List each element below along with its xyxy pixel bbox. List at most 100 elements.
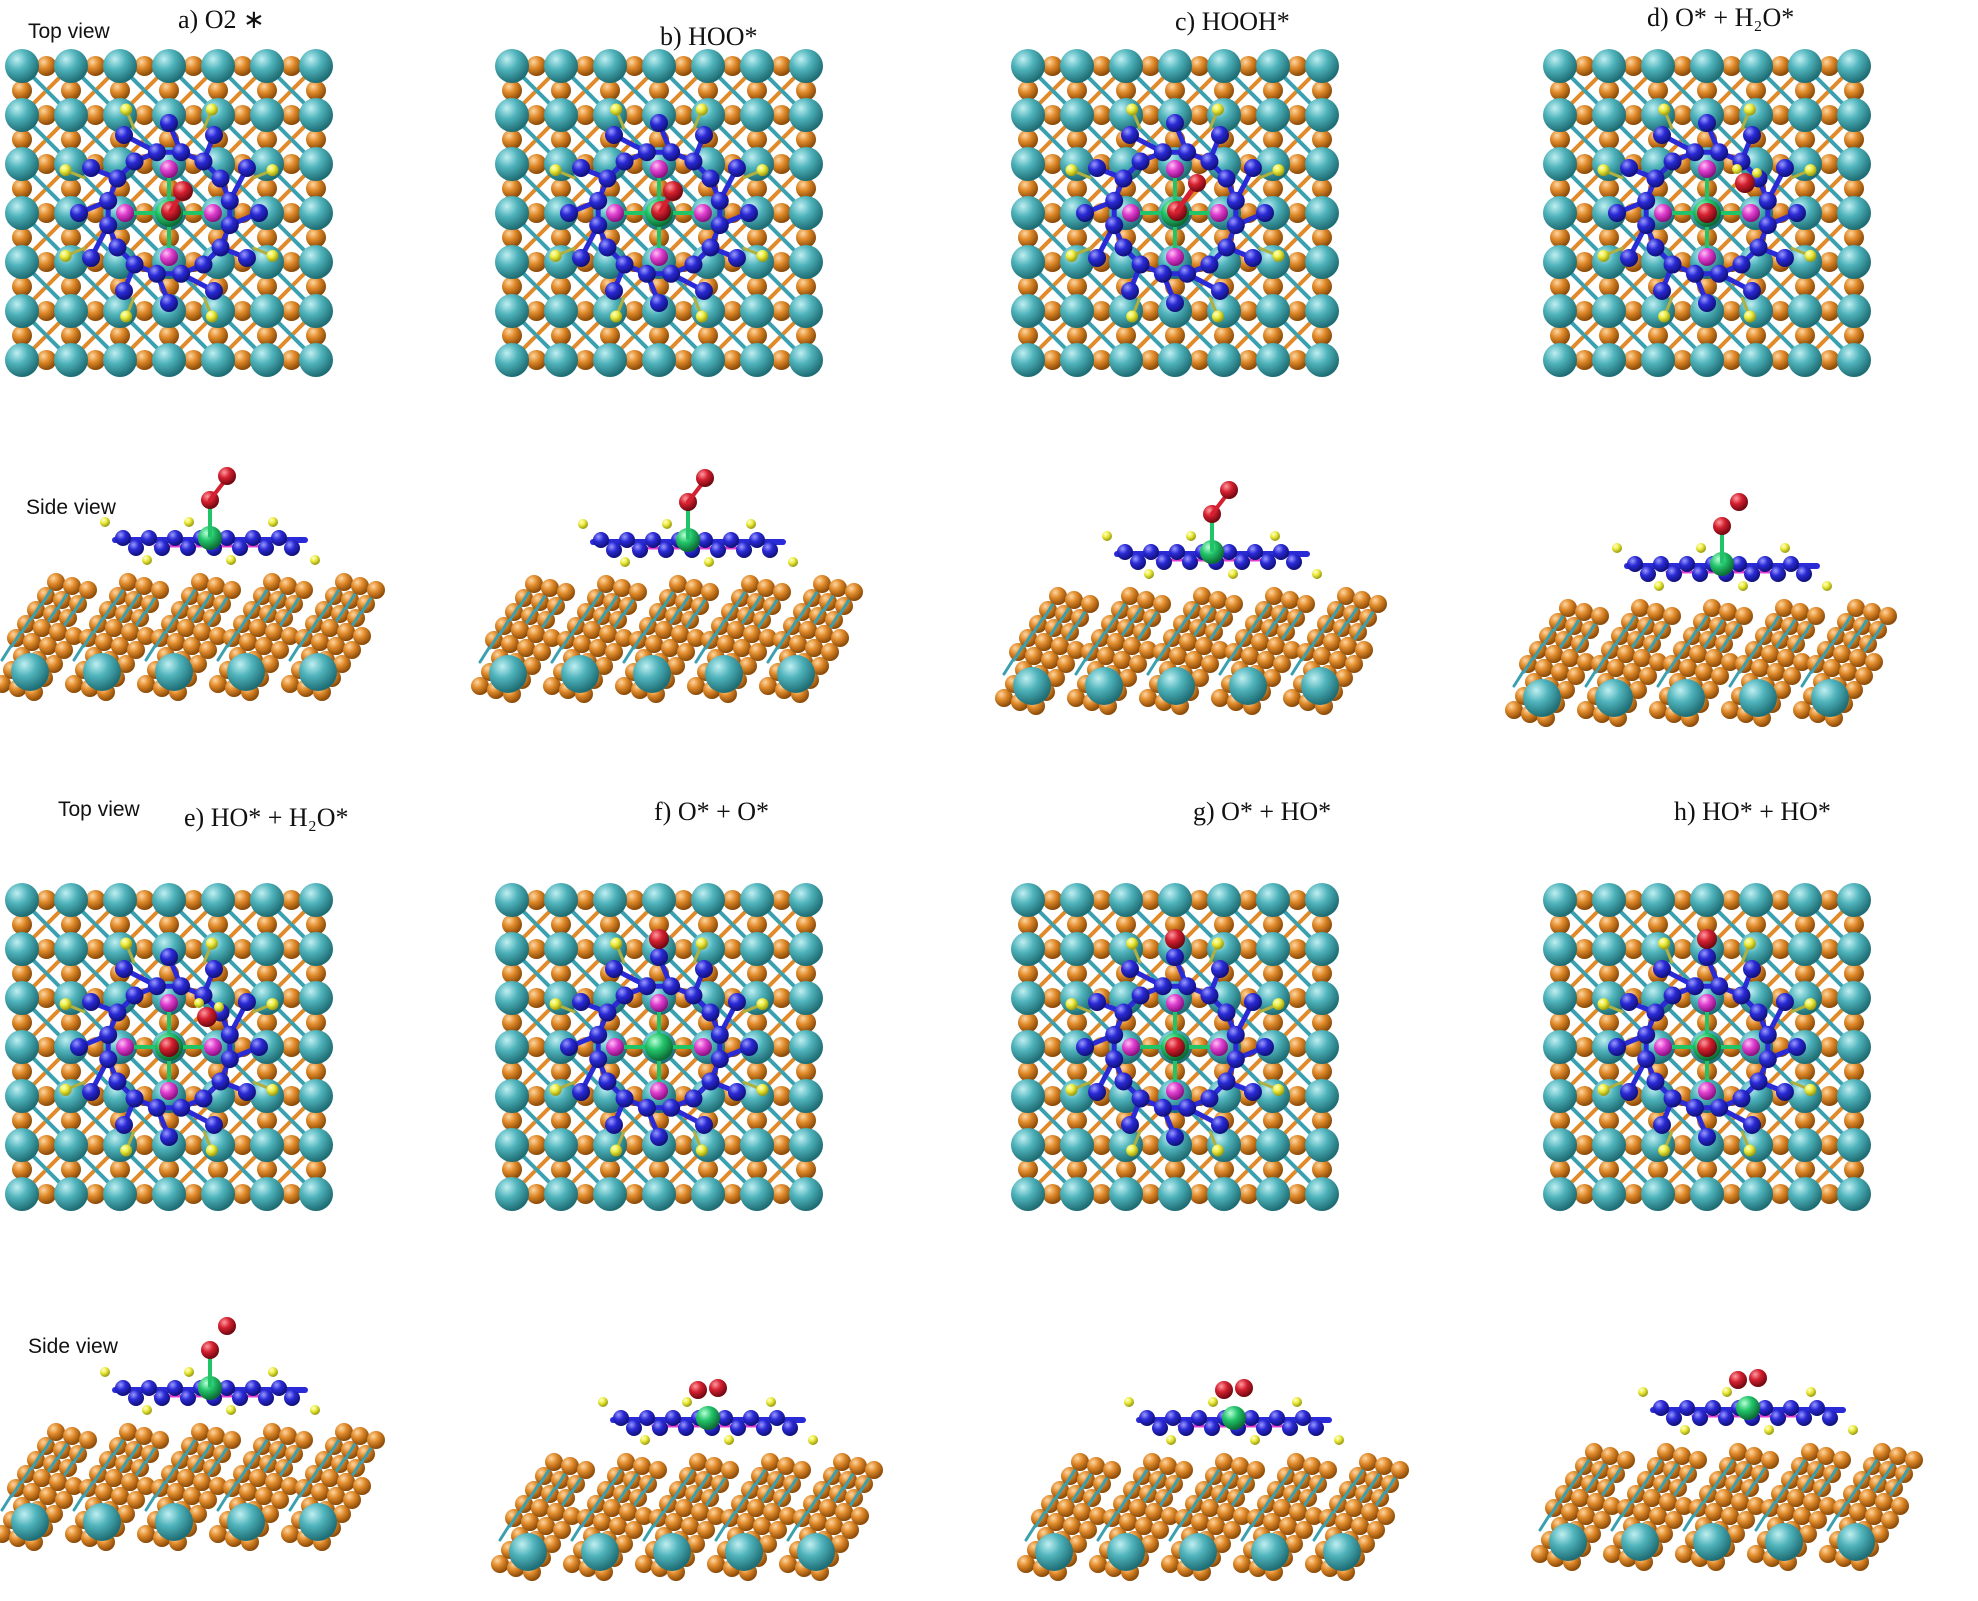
substrate-small-atom	[1531, 1545, 1549, 1563]
adsorbate-O_HO	[1215, 1379, 1253, 1399]
ring-atom	[1698, 1128, 1716, 1146]
substrate-small-atom	[722, 1135, 743, 1155]
ring-atom	[1226, 216, 1245, 235]
substrate-large-atom	[1788, 1177, 1822, 1211]
hydrogen-atom	[578, 519, 588, 529]
substrate-small-atom	[1238, 105, 1259, 125]
substrate-small-atom	[1770, 939, 1791, 959]
substrate-small-atom	[526, 203, 547, 223]
substrate-small-atom	[321, 619, 339, 637]
substrate-small-atom	[502, 914, 522, 935]
substrate-small-atom	[722, 890, 743, 910]
substrate-small-atom	[747, 1012, 767, 1033]
substrate-large-atom	[489, 655, 527, 693]
ring-atom	[1131, 986, 1150, 1005]
substrate-small-atom	[526, 154, 547, 174]
view-label-side-1: Side view	[26, 496, 117, 519]
substrate-small-atom	[261, 1505, 279, 1523]
substrate-small-atom	[61, 1061, 81, 1082]
ring-atom	[1153, 264, 1172, 283]
ring-atom	[219, 1380, 235, 1396]
ring-atom	[650, 1128, 668, 1146]
ring-atom	[70, 204, 88, 222]
ring-atom	[1114, 238, 1133, 257]
substrate-small-atom	[351, 1427, 369, 1445]
ring-atom	[697, 532, 713, 548]
substrate-large-atom	[54, 883, 88, 917]
substrate-large-atom	[495, 98, 529, 132]
hydrogen-atom	[695, 937, 708, 950]
substrate-small-atom	[1574, 203, 1595, 223]
substrate-small-atom	[563, 1555, 581, 1573]
substrate-large-atom	[1256, 883, 1290, 917]
substrate-small-atom	[193, 1473, 211, 1491]
substrate-small-atom	[137, 1525, 155, 1543]
substrate-small-atom	[1193, 587, 1211, 605]
substrate-large-atom	[1837, 49, 1871, 83]
ring-atom	[701, 1072, 720, 1091]
ring-atom	[115, 1115, 133, 1134]
substrate-large-atom	[1739, 343, 1773, 377]
substrate-small-atom	[771, 105, 792, 125]
substrate-small-atom	[1770, 1184, 1791, 1204]
substrate-large-atom	[1788, 294, 1822, 328]
ring-atom	[613, 1410, 629, 1426]
substrate-small-atom	[1263, 669, 1281, 687]
ring-atom	[1620, 249, 1639, 267]
ring-atom	[194, 1089, 213, 1108]
substrate-small-atom	[306, 1061, 326, 1082]
substrate-small-atom	[1819, 1037, 1840, 1057]
substrate-large-atom	[250, 98, 284, 132]
substrate-large-atom	[1788, 932, 1822, 966]
substrate-small-atom	[257, 1110, 277, 1131]
substrate-small-atom	[49, 1473, 67, 1491]
ring-atom	[727, 1083, 746, 1101]
substrate-small-atom	[707, 1555, 725, 1573]
substrate-small-atom	[796, 129, 816, 150]
substrate-small-atom	[1089, 1507, 1107, 1525]
substrate-large-atom	[495, 1030, 529, 1064]
substrate-small-atom	[1550, 325, 1570, 346]
substrate-small-atom	[306, 914, 326, 935]
substrate-large-atom	[1085, 667, 1123, 705]
substrate-small-atom	[673, 350, 694, 370]
substrate-small-atom	[1305, 1555, 1323, 1573]
ring-atom	[125, 1089, 144, 1108]
ring-atom	[160, 1128, 178, 1146]
ring-atom	[258, 1390, 274, 1406]
substrate-large-atom	[1256, 49, 1290, 83]
substrate-large-atom	[250, 883, 284, 917]
substrate-large-atom	[705, 655, 743, 693]
substrate-large-atom	[1690, 883, 1724, 917]
substrate-large-atom	[544, 1128, 578, 1162]
substrate-small-atom	[502, 1012, 522, 1033]
substrate-small-atom	[353, 627, 371, 645]
substrate-small-atom	[1550, 1061, 1570, 1082]
substrate-small-atom	[1561, 649, 1579, 667]
substrate-small-atom	[232, 350, 253, 370]
substrate-large-atom	[299, 1079, 333, 1113]
substrate-large-atom	[299, 196, 333, 230]
ring-atom	[1269, 1410, 1285, 1426]
substrate-small-atom	[1793, 701, 1811, 719]
ring-atom	[762, 542, 778, 558]
substrate-small-atom	[1069, 1535, 1087, 1553]
substrate-small-atom	[1599, 276, 1619, 297]
hydrogen-atom	[142, 1405, 152, 1415]
substrate-small-atom	[743, 625, 761, 643]
substrate-small-atom	[1025, 647, 1043, 665]
substrate-small-atom	[36, 203, 57, 223]
ring-atom	[1710, 977, 1729, 996]
substrate-small-atom	[595, 657, 613, 675]
substrate-large-atom	[250, 343, 284, 377]
substrate-large-atom	[250, 49, 284, 83]
hydrogen-atom	[100, 517, 110, 527]
substrate-small-atom	[0, 1525, 11, 1543]
substrate-small-atom	[1263, 227, 1283, 248]
substrate-large-atom	[1011, 932, 1045, 966]
substrate-small-atom	[1345, 655, 1363, 673]
substrate-small-atom	[159, 914, 179, 935]
substrate-large-atom	[1011, 883, 1045, 917]
ring-atom	[1775, 1083, 1794, 1101]
ring-atom	[615, 986, 634, 1005]
